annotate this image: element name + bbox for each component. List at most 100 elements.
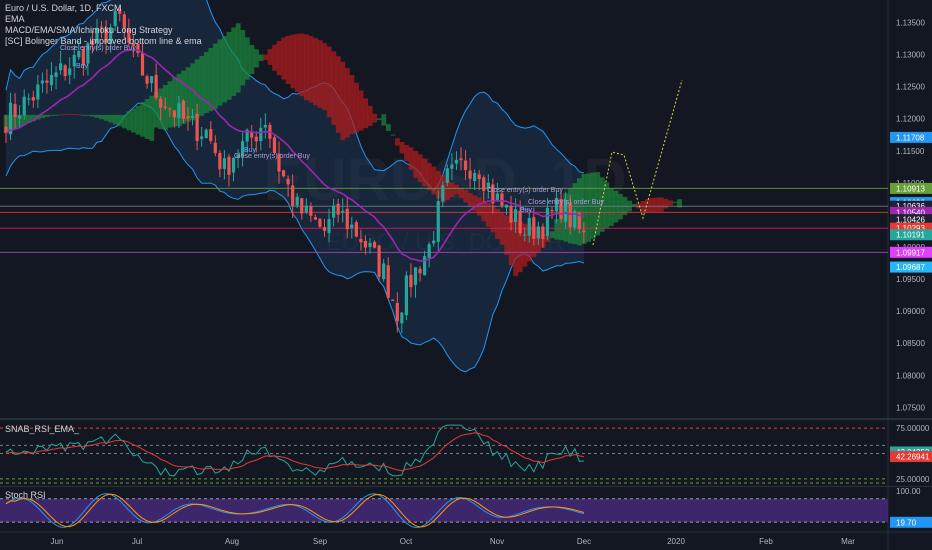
price-label: 1.10191: [896, 231, 925, 240]
price-axis-tick: 1.11500: [896, 147, 925, 156]
candle-body: [45, 80, 49, 83]
cloud-segment: [517, 221, 523, 273]
price-axis-tick: 1.12500: [896, 83, 925, 92]
cloud-segment: [126, 111, 132, 131]
cloud-segment: [649, 198, 655, 213]
cloud-segment: [608, 188, 614, 226]
cloud-segment: [363, 98, 369, 129]
candle-body: [504, 204, 509, 208]
time-axis-tick: Dec: [577, 537, 591, 546]
candle-body: [13, 104, 17, 118]
cloud-segment: [486, 202, 491, 227]
legend-indicator-bollinger[interactable]: [SC] Bolinger Band - improved bottom lin…: [5, 36, 202, 46]
candle-body: [154, 75, 158, 98]
rsi-axis-tick: 75.00000: [896, 424, 930, 433]
candle-body: [31, 97, 35, 101]
candle-body: [186, 116, 190, 119]
candle-body: [527, 217, 531, 236]
cloud-segment: [71, 113, 77, 115]
cloud-segment: [40, 114, 45, 119]
cloud-segment: [76, 114, 82, 116]
candle-body: [254, 136, 258, 142]
cloud-segment: [217, 39, 223, 106]
cloud-segment: [58, 114, 64, 116]
cloud-segment: [185, 67, 191, 122]
price-label: 1.09687: [896, 263, 925, 272]
candle-body: [272, 137, 277, 153]
cloud-segment: [454, 184, 460, 195]
strategy-label: Buy: [76, 63, 89, 70]
candle-body: [300, 198, 304, 214]
candle-body: [368, 242, 372, 248]
cloud-segment: [404, 144, 409, 162]
cloud-segment: [135, 105, 141, 135]
candle-body: [168, 108, 172, 110]
candle-body: [163, 106, 167, 109]
candle-body: [222, 158, 226, 169]
cloud-segment: [422, 158, 428, 187]
candle-body: [409, 274, 413, 288]
stoch-k-line: [5, 492, 585, 529]
cloud-segment: [604, 182, 610, 229]
cloud-segment: [435, 170, 441, 199]
candle-body: [236, 154, 240, 158]
candle-body: [482, 177, 486, 191]
candle-body: [40, 80, 44, 84]
cloud-segment: [276, 41, 282, 76]
bollinger-fill: [6, 0, 584, 372]
legend-indicator-ema[interactable]: EMA: [5, 14, 25, 24]
candle-body: [391, 299, 395, 302]
legend-indicator-strategy[interactable]: MACD/EMA/SMA/Ichimoku Long Strategy: [5, 25, 173, 35]
candle-body: [250, 131, 254, 138]
time-axis-tick: 2020: [667, 537, 685, 546]
candle-body: [291, 185, 295, 206]
cloud-segment: [663, 198, 669, 209]
cloud-segment: [631, 204, 637, 207]
cloud-segment: [62, 114, 68, 116]
cloud-segment: [508, 218, 514, 266]
price-label-box: [890, 214, 932, 226]
candle-body: [118, 9, 122, 14]
strategy-label: Close entry(s) order Buy: [234, 153, 310, 160]
cloud-segment: [372, 113, 378, 123]
cloud-segment: [317, 40, 323, 108]
stoch-value-box: [890, 516, 932, 528]
price-axis-tick: 1.09000: [896, 307, 925, 316]
candle-body: [4, 126, 8, 134]
candle-body: [491, 184, 495, 204]
price-label-box: [890, 131, 932, 143]
candle-body: [190, 115, 195, 118]
ema-line: [5, 48, 585, 262]
cloud-segment: [599, 177, 605, 232]
rsi-ema-line: [5, 432, 584, 472]
legend-symbol[interactable]: Euro / U.S. Dollar, 1D, FXCM: [5, 3, 122, 13]
candle-body: [359, 238, 363, 243]
cloud-segment: [367, 105, 373, 126]
cloud-segment: [249, 44, 255, 74]
cloud-segment: [399, 142, 405, 154]
candle-body: [495, 193, 499, 202]
price-axis-tick: 1.12000: [896, 115, 925, 124]
rsi-axis-tick: 25.00000: [896, 475, 930, 484]
price-label: 1.10636: [896, 202, 925, 211]
candle-body: [463, 160, 468, 171]
cloud-segment: [381, 114, 387, 126]
candle-body: [72, 54, 76, 67]
candle-body: [213, 142, 217, 154]
strategy-label: Close entry(s) order Buy: [60, 45, 136, 52]
cloud-segment: [522, 223, 528, 267]
stoch-pane-title[interactable]: Stoch RSI: [5, 490, 46, 500]
cloud-segment: [199, 56, 205, 116]
candle-body: [541, 226, 545, 239]
cloud-segment: [194, 59, 200, 119]
rsi-pane-title[interactable]: SNAB_RSI_EMA_: [5, 424, 80, 434]
candle-body: [18, 115, 22, 119]
cloud-segment: [112, 114, 118, 125]
candle-body: [281, 170, 286, 177]
candle-body: [59, 63, 63, 71]
cloud-segment: [172, 77, 177, 127]
candle-body: [322, 227, 327, 231]
candle-body: [245, 129, 249, 142]
